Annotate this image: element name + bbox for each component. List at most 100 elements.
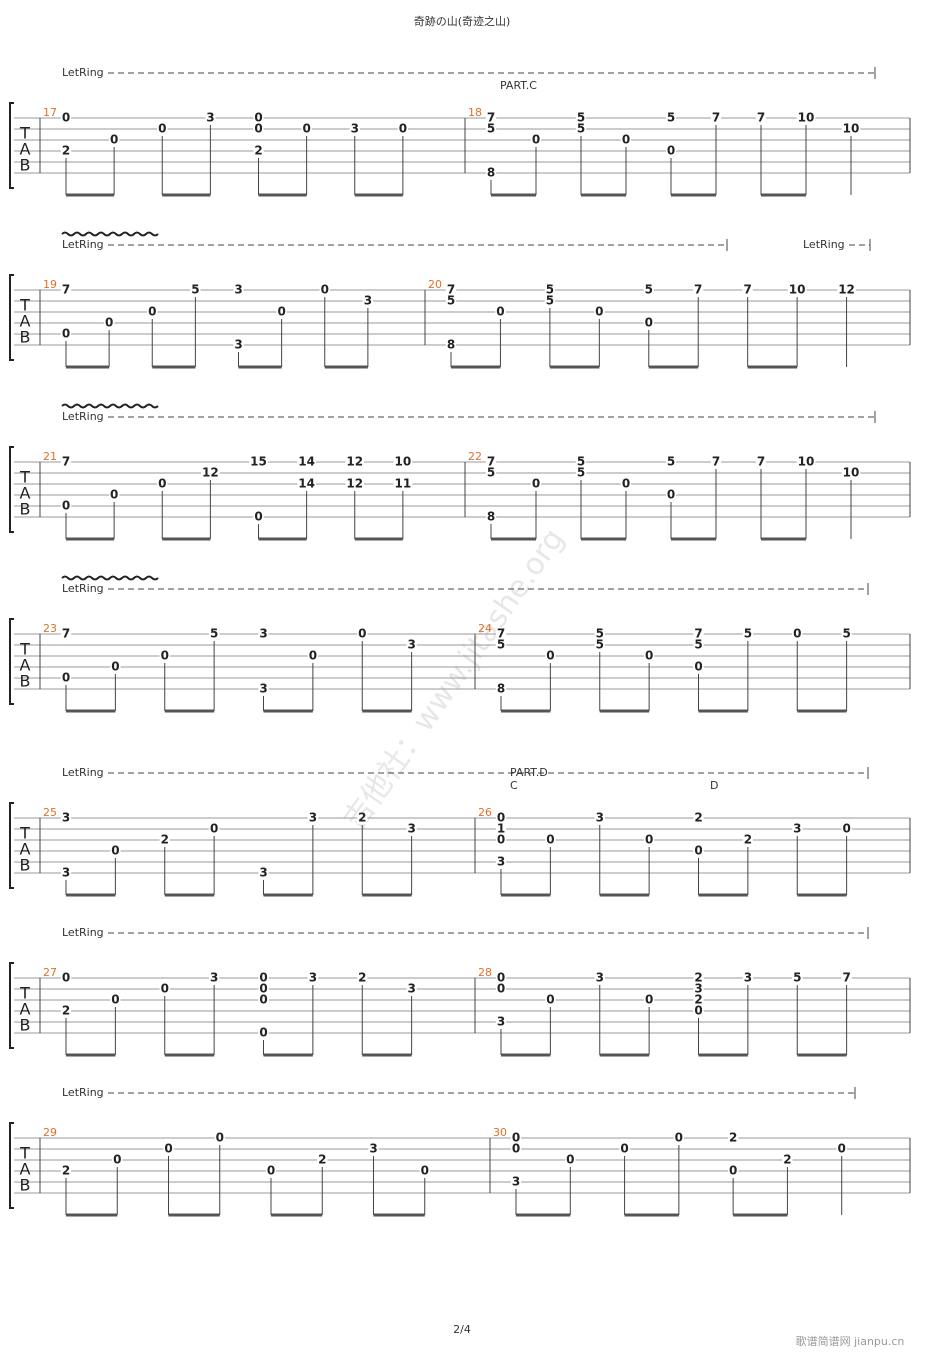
note: 0 [147,305,158,319]
note-bg [742,628,754,640]
note: 2 [742,833,754,847]
annotation: PART.C [500,79,537,92]
note: 5 [792,971,803,985]
note: 5 [594,638,605,652]
fret-number: 0 [111,660,119,674]
note-bg [594,628,605,640]
fret-number: 0 [110,488,118,502]
note-bg [643,317,654,329]
note-bg [620,134,632,146]
note: 0 [357,627,368,641]
note: 0 [673,1131,685,1145]
note-bg [620,478,632,490]
title: 奇跡の山(奇迹之山) [414,14,511,28]
fret-number: 3 [407,638,415,652]
note: 7 [485,455,497,469]
fret-number: 7 [62,283,70,297]
fret-number: 5 [487,122,495,136]
fret-number: 10 [843,122,860,136]
fret-number: 0 [309,649,317,663]
note-bg [214,1132,225,1144]
note-bg [258,983,269,995]
note: 3 [307,811,319,825]
note: 11 [393,477,413,491]
fret-number: 0 [62,499,70,513]
note-bg [406,823,417,835]
note-bg [485,123,497,135]
note: 0 [836,1142,847,1156]
fret-number: 2 [744,833,752,847]
fret-number: 7 [62,455,70,469]
fret-number: 3 [259,866,267,880]
note: 10 [796,111,816,125]
fret-number: 12 [346,477,363,491]
fret-number: 0 [62,671,70,685]
measure-number: 24 [478,622,492,635]
fret-number: 10 [395,455,412,469]
fret-number: 0 [645,649,653,663]
note: 0 [545,993,556,1007]
note: 5 [445,294,457,308]
fret-number: 0 [645,993,653,1007]
note: 7 [841,971,852,985]
note: 0 [643,649,655,663]
note: 0 [258,1026,269,1040]
note: 7 [60,455,72,469]
vibrato [61,403,159,409]
staff-bracket [9,274,14,361]
fret-number: 5 [546,283,554,297]
note-bg [495,306,506,318]
note-bg [253,112,264,124]
fret-number: 3 [694,982,702,996]
note-bg [594,812,605,824]
note: 7 [495,627,507,641]
note-bg [397,123,409,135]
note: 3 [742,971,754,985]
note-bg [841,123,861,135]
note: 7 [445,283,457,297]
let-ring: LetRing [62,766,104,779]
note: 0 [258,971,269,985]
note-bg [495,856,507,868]
note: 0 [665,488,677,502]
fret-number: 0 [620,1142,628,1156]
let-ring: LetRing [62,410,104,423]
note: 0 [157,122,168,136]
note: 0 [60,499,72,513]
note: 0 [258,993,269,1007]
fret-number: 5 [744,627,752,641]
measure-number: 28 [478,966,492,979]
note-bg [796,456,816,468]
tab-clef: T [19,124,30,143]
note: 7 [742,283,753,297]
fret-number: 0 [694,660,702,674]
note-bg [159,834,170,846]
fret-number: 5 [447,294,455,308]
note: 3 [307,971,319,985]
note: 10 [841,122,861,136]
note: 0 [208,822,220,836]
fret-number: 3 [351,122,359,136]
note-bg [60,628,72,640]
note-bg [665,145,677,157]
note: 5 [544,283,556,297]
note: 0 [792,627,803,641]
note: 0 [253,111,264,125]
fret-number: 0 [546,649,554,663]
note: 3 [362,294,374,308]
note-bg [693,812,704,824]
note: 8 [495,682,507,696]
fret-number: 3 [793,822,801,836]
note-bg [755,112,767,124]
fret-number: 0 [267,1164,275,1178]
fret-number: 10 [798,111,815,125]
note-bg [258,628,269,640]
note-bg [594,639,605,651]
note: 3 [368,1142,379,1156]
fret-number: 2 [358,811,366,825]
fret-number: 0 [694,1004,702,1018]
note-bg [575,123,587,135]
note: 3 [258,866,269,880]
fret-number: 0 [254,122,262,136]
note: 3 [349,122,360,136]
